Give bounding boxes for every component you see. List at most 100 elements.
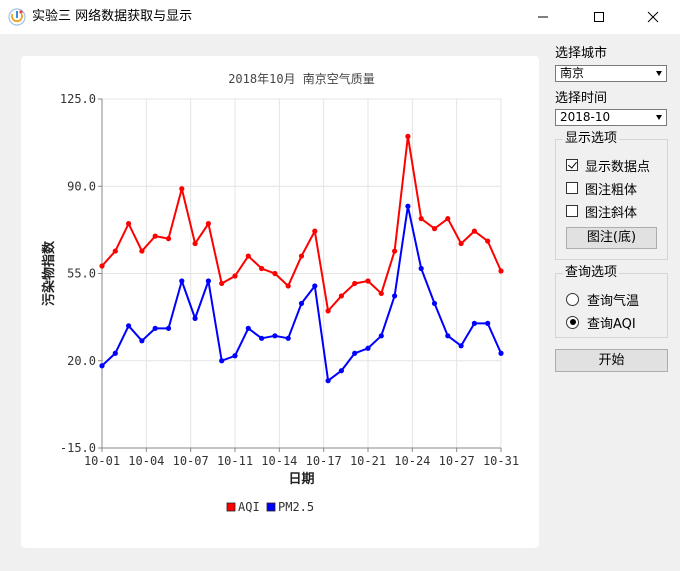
- data-point-pm2-5: [378, 333, 384, 339]
- data-point-pm2-5: [312, 283, 318, 289]
- x-tick-label: 10-31: [483, 454, 519, 468]
- data-point-aqi: [418, 216, 424, 222]
- time-select-value: 2018-10: [560, 110, 611, 124]
- title-bar: 实验三 网络数据获取与显示: [0, 0, 680, 34]
- data-point-pm2-5: [365, 345, 371, 351]
- x-tick-label: 10-24: [394, 454, 430, 468]
- data-point-aqi: [259, 265, 265, 272]
- query-options-title: 查询选项: [563, 265, 620, 281]
- legend-position-button[interactable]: 图注(底): [566, 227, 657, 249]
- data-point-pm2-5: [99, 363, 105, 369]
- x-tick-label: 10-21: [350, 454, 386, 468]
- chevron-down-icon: [656, 71, 662, 76]
- data-point-aqi: [205, 221, 211, 227]
- data-point-pm2-5: [139, 338, 145, 344]
- data-point-pm2-5: [285, 335, 291, 341]
- x-tick-label: 10-17: [306, 454, 342, 468]
- legend-bold-label: 图注粗体: [585, 182, 638, 198]
- chevron-down-icon: [656, 115, 662, 120]
- data-point-pm2-5: [272, 333, 278, 339]
- data-point-pm2-5: [232, 353, 238, 359]
- maximize-icon: [594, 12, 604, 22]
- data-point-aqi: [152, 233, 158, 239]
- time-label: 选择时间: [555, 91, 608, 106]
- query-temperature-option[interactable]: 查询气温: [566, 290, 640, 309]
- window-title: 实验三 网络数据获取与显示: [32, 9, 193, 24]
- data-point-aqi: [431, 226, 438, 232]
- data-point-pm2-5: [192, 315, 198, 321]
- data-point-aqi: [458, 240, 464, 247]
- data-point-pm2-5: [219, 358, 225, 364]
- y-axis-label: 污染物指数: [41, 240, 57, 306]
- x-tick-label: 10-01: [84, 454, 120, 468]
- data-point-aqi: [378, 290, 384, 297]
- data-point-pm2-5: [126, 323, 132, 329]
- query-temperature-label: 查询气温: [587, 293, 640, 309]
- legend-bold-checkbox[interactable]: [566, 182, 578, 194]
- minimize-button[interactable]: [520, 0, 566, 34]
- data-point-aqi: [99, 263, 105, 269]
- data-point-pm2-5: [405, 203, 411, 209]
- data-point-pm2-5: [498, 350, 504, 356]
- data-point-aqi: [179, 186, 185, 192]
- legend-swatch-aqi: [226, 502, 236, 512]
- data-point-pm2-5: [259, 335, 265, 341]
- show-points-option[interactable]: 显示数据点: [566, 156, 650, 175]
- data-point-aqi: [365, 278, 371, 284]
- x-axis-label: 日期: [288, 472, 314, 487]
- data-point-aqi: [219, 280, 225, 287]
- data-point-pm2-5: [245, 325, 251, 331]
- y-tick-label: 125.0: [60, 92, 96, 106]
- query-aqi-label: 查询AQI: [587, 316, 636, 332]
- maximize-button[interactable]: [576, 0, 622, 34]
- data-point-pm2-5: [152, 325, 158, 331]
- display-options-title: 显示选项: [563, 131, 620, 147]
- data-point-aqi: [338, 293, 344, 299]
- data-point-pm2-5: [165, 325, 172, 331]
- series-line-aqi: [101, 135, 502, 312]
- data-point-pm2-5: [431, 300, 438, 307]
- data-point-pm2-5: [458, 343, 464, 349]
- city-select[interactable]: 南京: [555, 65, 667, 82]
- data-point-aqi: [232, 273, 238, 279]
- chart-title: 2018年10月 南京空气质量: [228, 71, 375, 86]
- x-tick-label: 10-14: [261, 454, 297, 468]
- query-temperature-radio[interactable]: [566, 292, 579, 306]
- legend-label-pm2-5: PM2.5: [278, 500, 314, 514]
- minimize-icon: [538, 16, 548, 18]
- chart-panel: 2018年10月 南京空气质量 125.0 90.0 55.0 20.0 -15.0 10-…: [21, 56, 539, 548]
- query-aqi-radio[interactable]: [566, 315, 579, 329]
- y-tick-label: 90.0: [67, 179, 96, 193]
- city-label: 选择城市: [555, 46, 608, 61]
- legend-label-aqi: AQI: [238, 500, 260, 514]
- data-point-pm2-5: [338, 368, 344, 374]
- query-aqi-option[interactable]: 查询AQI: [566, 313, 636, 332]
- data-point-aqi: [325, 308, 331, 314]
- app-logo-icon: [8, 8, 26, 26]
- legend-italic-option[interactable]: 图注斜体: [566, 202, 638, 221]
- close-button[interactable]: [630, 0, 676, 34]
- data-point-pm2-5: [205, 278, 211, 284]
- data-point-aqi: [445, 216, 451, 222]
- data-point-aqi: [312, 228, 318, 234]
- data-point-aqi: [245, 253, 251, 259]
- start-button[interactable]: 开始: [555, 349, 668, 372]
- data-point-aqi: [285, 283, 291, 289]
- legend-bold-option[interactable]: 图注粗体: [566, 179, 638, 198]
- data-point-aqi: [165, 236, 172, 242]
- legend-italic-checkbox[interactable]: [566, 205, 578, 217]
- data-point-pm2-5: [471, 320, 477, 326]
- x-tick-label: 10-11: [217, 454, 253, 468]
- data-point-pm2-5: [112, 350, 118, 356]
- show-points-checkbox[interactable]: [566, 159, 578, 171]
- y-tick-label: 20.0: [67, 354, 96, 368]
- legend-swatch-pm2-5: [266, 502, 276, 512]
- legend-italic-label: 图注斜体: [585, 205, 638, 221]
- data-point-aqi: [139, 248, 145, 254]
- time-select[interactable]: 2018-10: [555, 109, 667, 126]
- data-point-aqi: [498, 268, 504, 274]
- data-point-pm2-5: [325, 378, 331, 384]
- data-point-pm2-5: [298, 300, 305, 307]
- x-tick-label: 10-07: [173, 454, 209, 468]
- data-point-pm2-5: [352, 350, 358, 356]
